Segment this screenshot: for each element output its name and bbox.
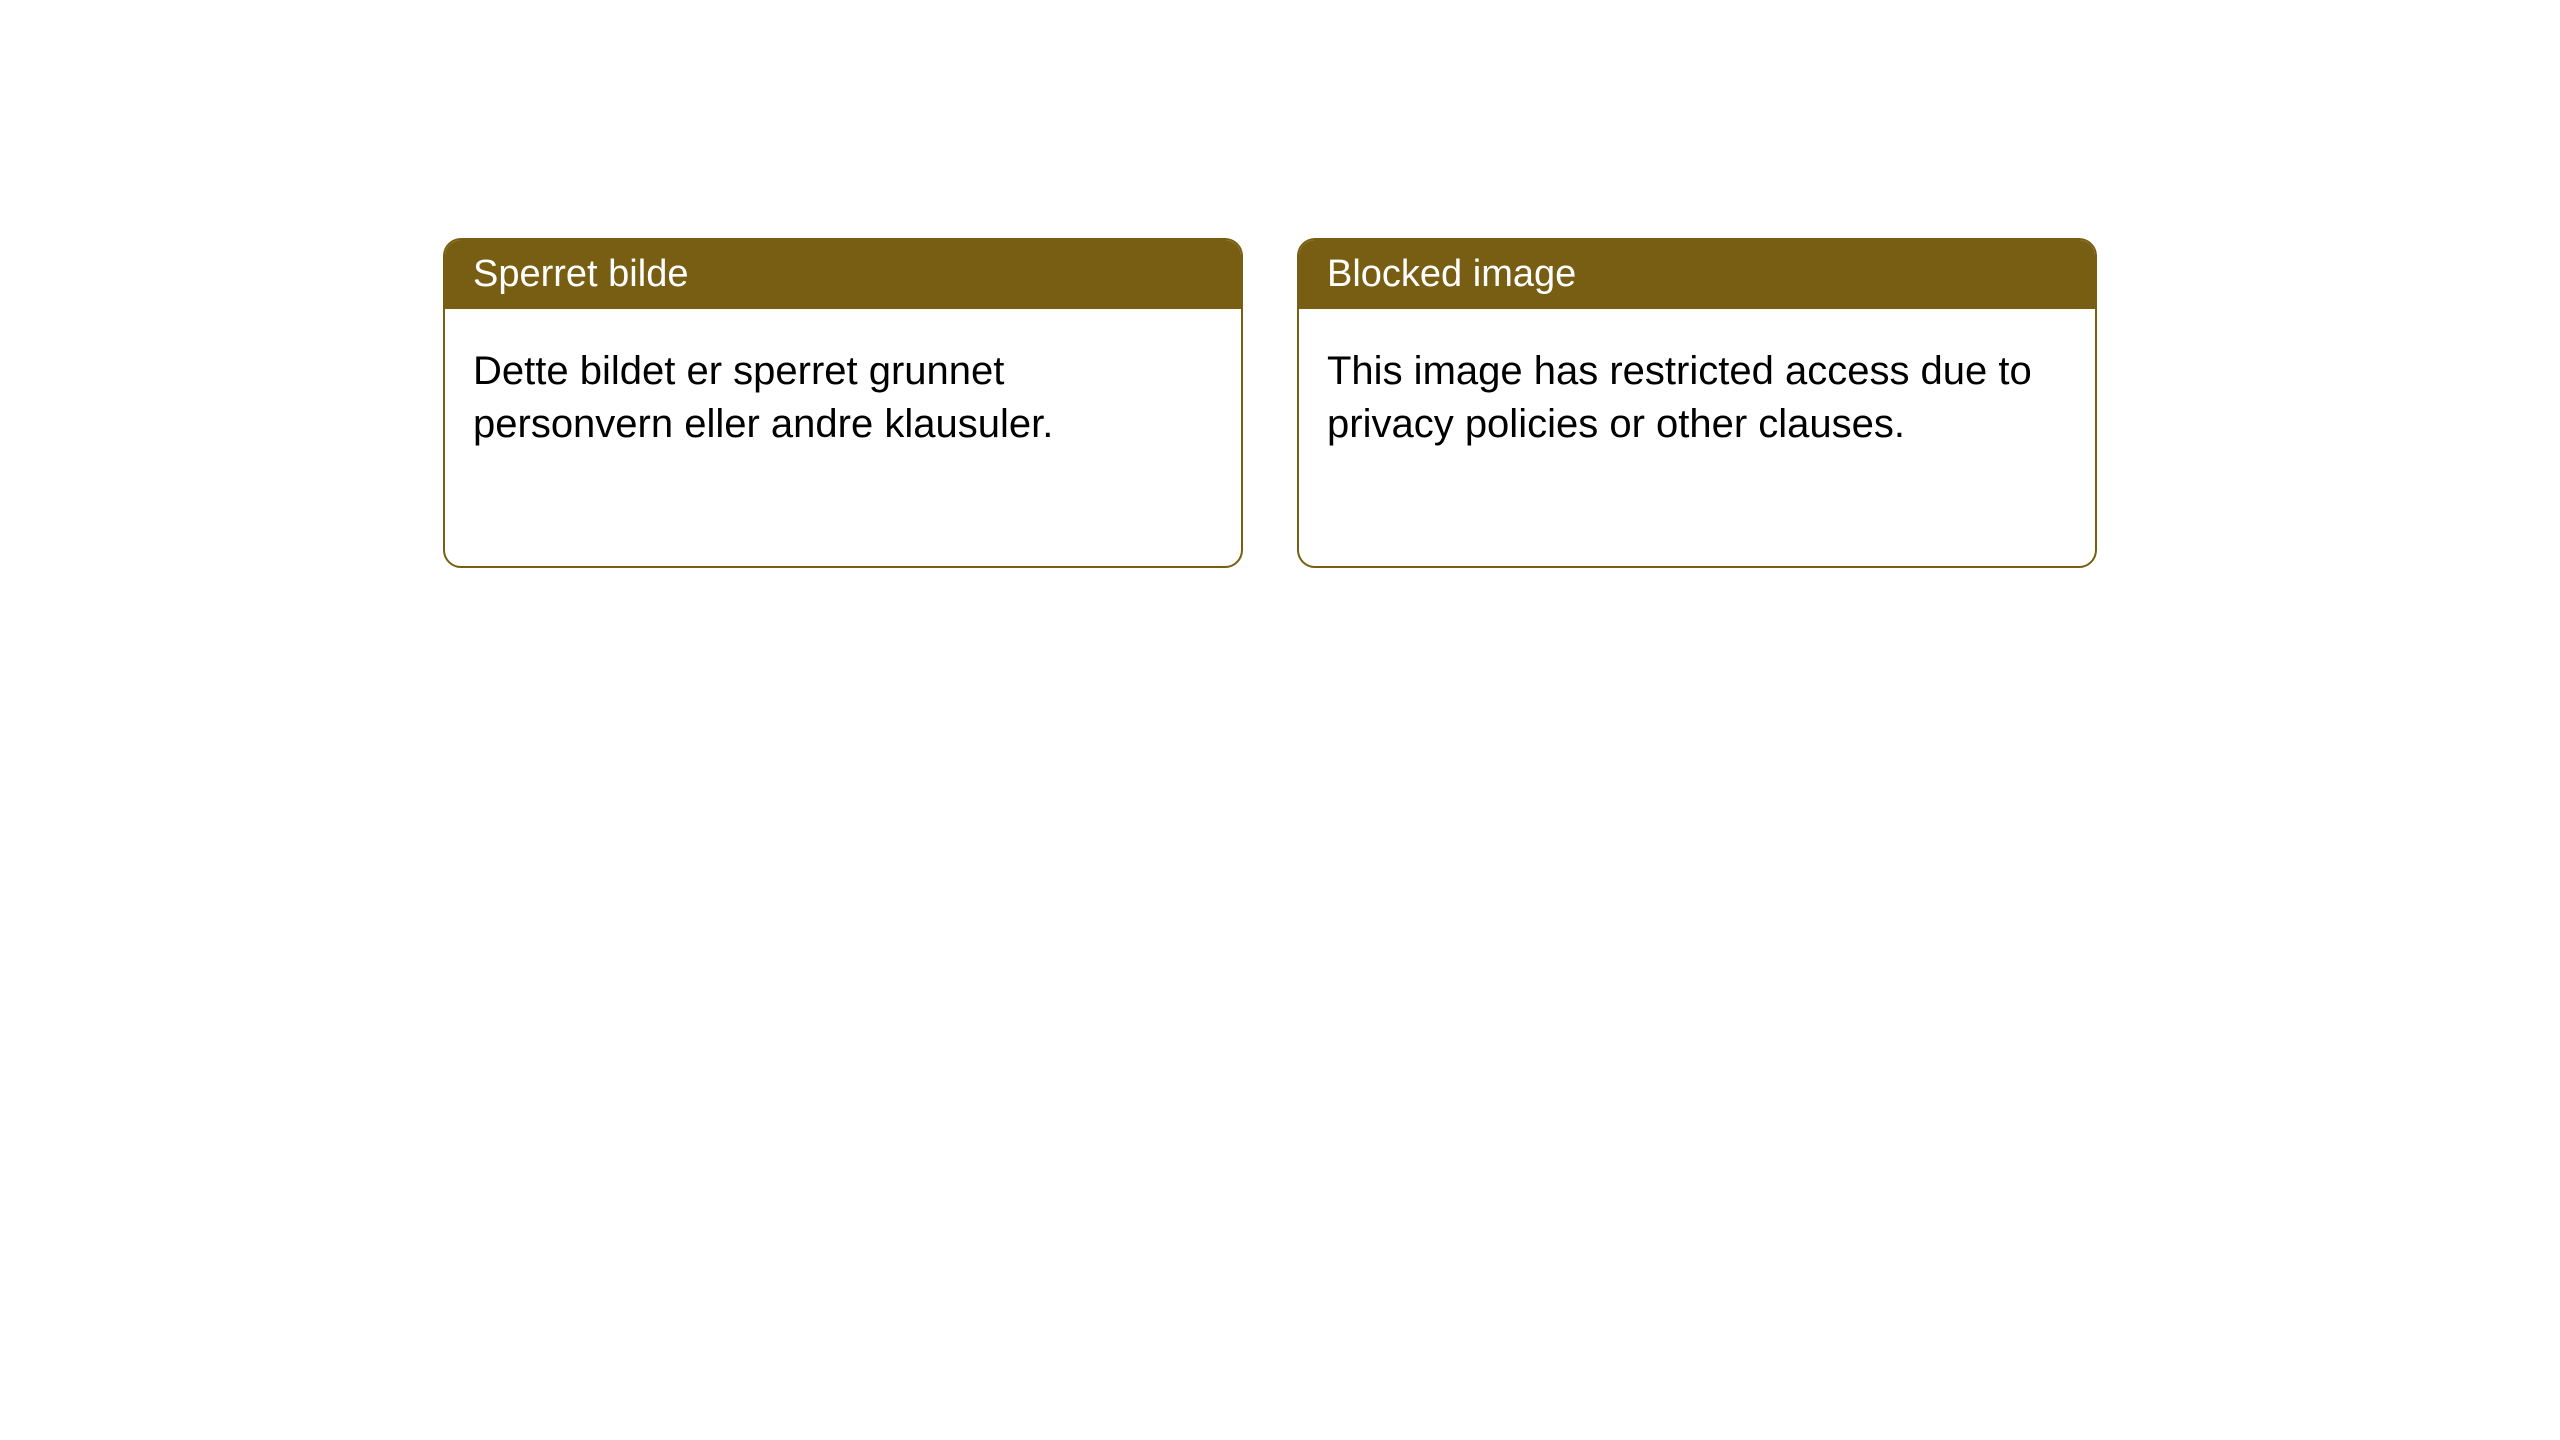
card-header-norwegian: Sperret bilde xyxy=(445,240,1241,309)
notice-card-norwegian: Sperret bilde Dette bildet er sperret gr… xyxy=(443,238,1243,568)
card-body-norwegian: Dette bildet er sperret grunnet personve… xyxy=(445,309,1241,479)
card-header-english: Blocked image xyxy=(1299,240,2095,309)
card-body-english: This image has restricted access due to … xyxy=(1299,309,2095,479)
notice-card-english: Blocked image This image has restricted … xyxy=(1297,238,2097,568)
notice-container: Sperret bilde Dette bildet er sperret gr… xyxy=(0,0,2560,568)
